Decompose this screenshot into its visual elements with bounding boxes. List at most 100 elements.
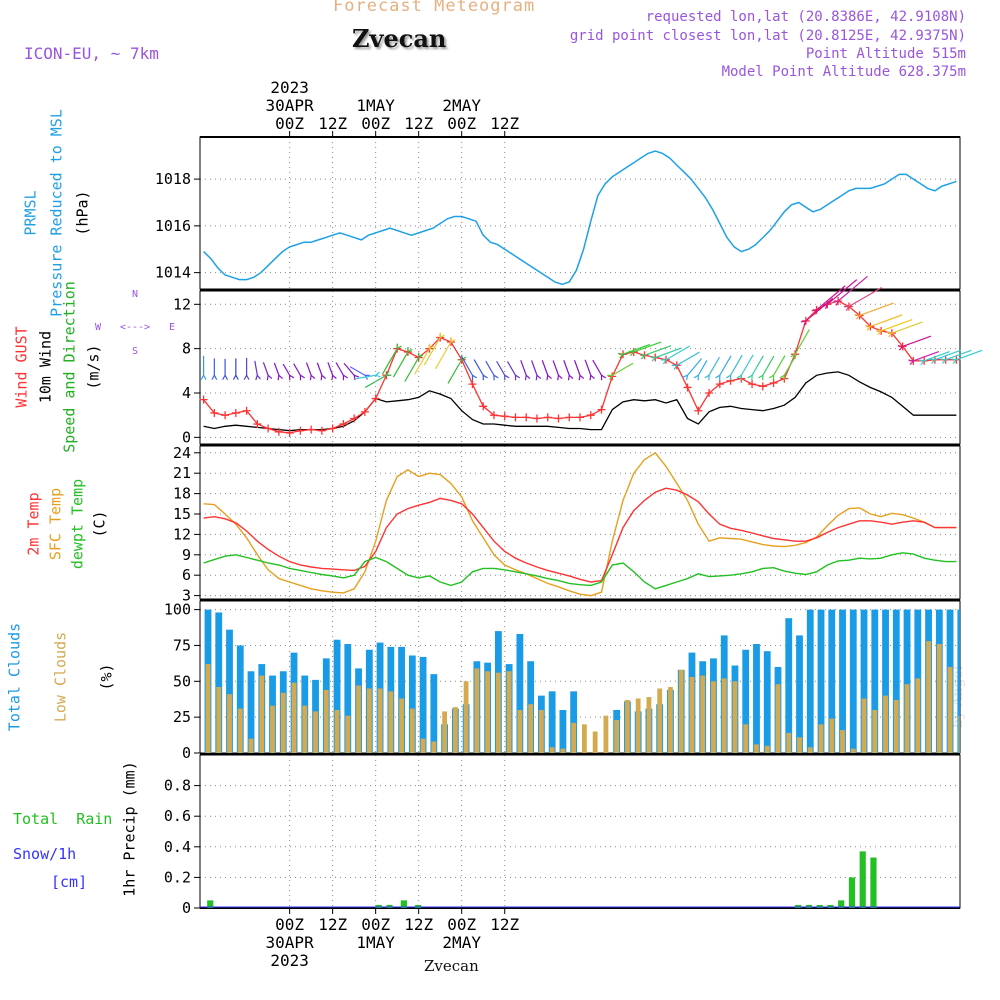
wind-arrow-head: [790, 353, 796, 360]
gust-marker: [576, 413, 584, 422]
clouds-ytick-label: 100: [164, 601, 191, 619]
wind-arrow-head: [331, 374, 337, 381]
wind-arrow-head: [211, 374, 218, 380]
snow-label: Snow/1h: [13, 845, 77, 863]
total-cloud-bar: [333, 639, 341, 753]
low-cloud-bar: [366, 688, 372, 753]
low-cloud-bar: [947, 666, 953, 753]
wind-arrow-head: [578, 374, 585, 381]
wind-arrow: [891, 321, 923, 334]
wind-arrow-head: [277, 374, 284, 381]
grid-point-coords: grid point closest lon,lat (20.8125E, 42…: [569, 28, 966, 44]
wind-arrow-head: [374, 371, 381, 378]
low-cloud-bar: [850, 748, 856, 753]
top-time-label: 2MAY: [442, 96, 481, 115]
wind-arrow-head: [607, 374, 614, 380]
low-cloud-bar: [356, 685, 361, 753]
total-cloud-bar: [430, 674, 438, 753]
temp-2m-line: [203, 487, 957, 583]
bottom-time-label: 30APR: [266, 933, 315, 952]
precip-bar: [870, 857, 877, 908]
total-cloud-bar: [871, 609, 879, 753]
wind-arrow-head: [493, 374, 499, 381]
wind-arrow: [730, 354, 743, 376]
low-cloud-bar: [280, 692, 286, 753]
wind-arrow: [404, 357, 420, 382]
wind-arrow: [473, 359, 484, 376]
bottom-time-label: 12Z: [318, 915, 347, 934]
wind-arrow: [740, 354, 754, 376]
low-cloud-bar: [678, 669, 684, 753]
total-cloud-bar: [344, 644, 352, 753]
pressure-frame: [199, 136, 961, 290]
wind-arrow-head: [800, 320, 807, 326]
gust-marker: [339, 420, 348, 429]
temperature-ytick-label: 21: [173, 464, 191, 482]
wind-arrow: [719, 355, 732, 376]
low-cloud-bar: [904, 684, 910, 753]
wind-arrow-head: [524, 374, 531, 381]
compass-n: N: [132, 289, 138, 300]
low-cloud-bar: [582, 724, 587, 753]
precip-bar: [400, 900, 407, 908]
precip-bar: [207, 900, 214, 908]
wind-arrow: [676, 351, 700, 366]
total-cloud-bar: [860, 609, 868, 753]
low-cloud-bar: [345, 715, 351, 753]
wind-arrow: [434, 341, 452, 370]
low-cloud-bar: [517, 709, 523, 753]
wind-arrow: [687, 358, 703, 376]
low-cloud-bar: [528, 704, 534, 753]
wind-arrow-head: [200, 374, 207, 380]
wind-arrow: [655, 347, 682, 359]
precip-ytick-label: 0.4: [164, 838, 191, 856]
wind-arrow: [460, 355, 473, 376]
low-cloud-bar: [603, 715, 609, 753]
wind-arrow-head: [385, 370, 392, 376]
wind-arrow: [837, 275, 868, 302]
wind-arrow-head: [504, 374, 510, 381]
wind-arrow-head: [514, 374, 521, 381]
low-cloud-bar: [936, 644, 942, 753]
total-cloud-bar: [903, 609, 911, 753]
low-cloud-bar: [861, 698, 867, 753]
wind-arrow: [414, 348, 430, 375]
gust-marker: [307, 425, 316, 434]
top-time-label: 00Z: [275, 114, 304, 133]
model-altitude: Model Point Altitude 628.375m: [721, 64, 966, 80]
gust-marker: [586, 411, 595, 420]
gust-line: [203, 300, 957, 434]
wind-arrow-head: [951, 358, 958, 364]
gust-marker: [683, 383, 692, 392]
wind-ytick-label: 12: [173, 295, 191, 313]
wind-arrow: [913, 350, 940, 362]
wind-arrow-head: [843, 305, 850, 312]
low-cloud-bar: [807, 747, 813, 753]
total-cloud-bar: [753, 644, 760, 753]
total-cloud-bar: [828, 609, 836, 753]
dewpt-line: [203, 552, 957, 590]
wind-arrow-head: [865, 325, 872, 331]
gust-marker: [253, 420, 262, 429]
wind-arrow-head: [232, 374, 239, 380]
wind-arrow-head: [288, 374, 295, 381]
low-cloud-bar: [227, 694, 232, 753]
wind-arrow-head: [693, 374, 699, 381]
forecast-subtitle: Forecast Meteogram: [333, 0, 536, 16]
wind-arrow-head: [482, 374, 488, 381]
wind-arrow: [584, 359, 592, 376]
wind-arrow-head: [418, 352, 424, 359]
precip-panel: 0 0.2 0.4 0.6 0.8: [164, 754, 961, 917]
precip-bar: [415, 904, 422, 908]
wind-arrow-head: [682, 374, 689, 381]
precip-ylabel: 1hr Precip (mm): [121, 761, 139, 896]
wind-arrow-head: [439, 332, 445, 339]
wind-arrow-head: [940, 358, 947, 364]
total-cloud-bar: [419, 656, 427, 753]
bottom-time-label: 00Z: [361, 915, 390, 934]
wind-arrow-head: [299, 374, 305, 381]
pressure-ylabel: Pressure Reduced to MSL: [48, 109, 66, 317]
temperature-ytick-label: 15: [173, 505, 191, 523]
bottom-time-label: 12Z: [404, 915, 433, 934]
